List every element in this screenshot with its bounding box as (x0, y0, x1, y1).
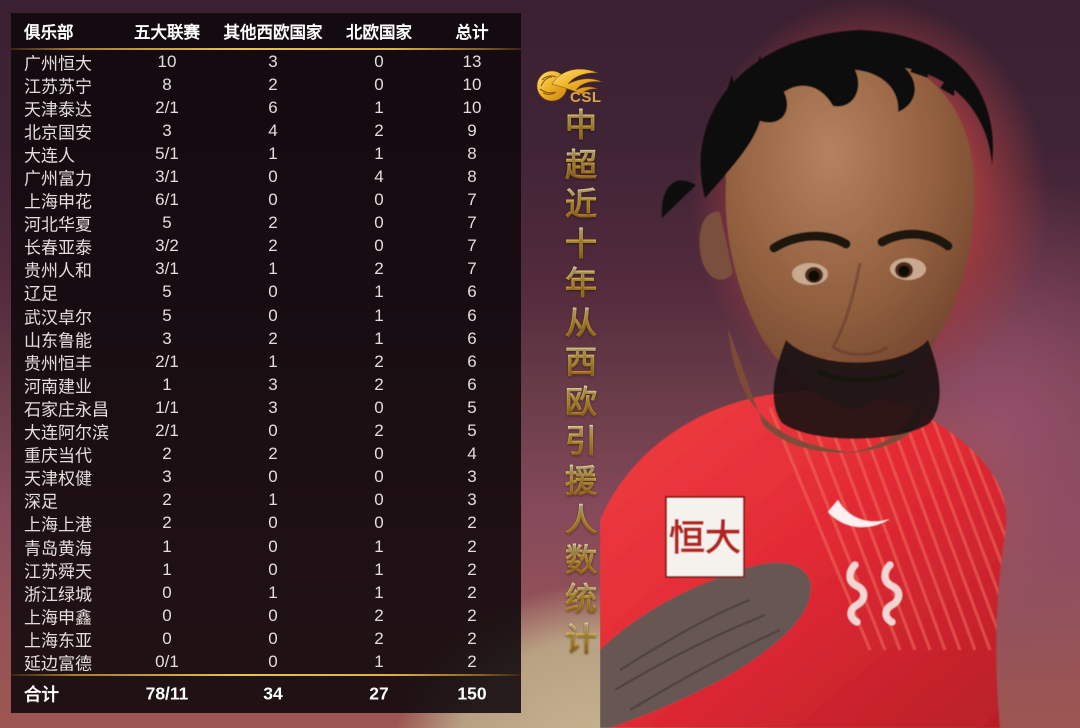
svg-text:恒大: 恒大 (669, 517, 741, 558)
svg-text:CSL: CSL (570, 89, 602, 106)
